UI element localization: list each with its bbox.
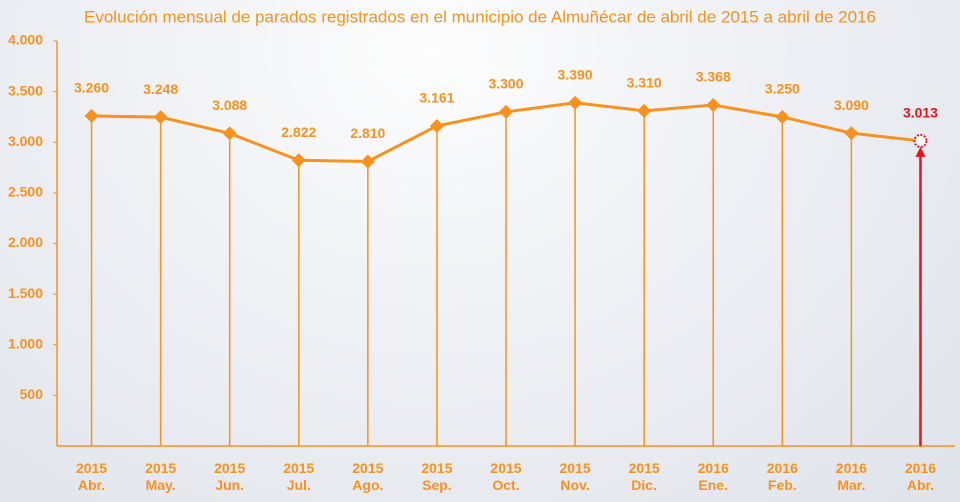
y-tick-label: 3.000 <box>8 133 43 149</box>
x-tick-label: 2016 Feb. <box>766 460 798 493</box>
highlight-marker <box>913 133 928 148</box>
value-label: 3.260 <box>74 80 109 96</box>
x-tick-label: 2015 Sep. <box>421 460 453 493</box>
marker <box>775 109 790 124</box>
marker <box>706 97 721 112</box>
value-label: 3.088 <box>212 97 247 113</box>
arrow-head <box>915 146 926 157</box>
value-label: 3.161 <box>419 90 454 106</box>
marker <box>84 108 99 123</box>
x-tick-label: 2015 May. <box>145 460 177 493</box>
value-label: 3.390 <box>558 66 593 82</box>
value-label: 3.248 <box>143 81 178 97</box>
value-label: 3.300 <box>488 76 523 92</box>
x-tick-label: 2015 Jul. <box>283 460 315 493</box>
y-tick-label: 3.500 <box>8 82 43 98</box>
x-tick-label: 2016 Ene. <box>697 460 729 493</box>
marker <box>844 126 859 141</box>
value-label: 3.090 <box>834 97 869 113</box>
y-tick-label: 500 <box>20 386 44 402</box>
x-tick-label: 2015 Nov. <box>559 460 591 493</box>
marker <box>360 154 375 169</box>
y-tick-label: 1.500 <box>8 285 43 301</box>
marker <box>637 103 652 118</box>
value-label: 2.822 <box>281 124 316 140</box>
x-tick-label: 2015 Oct. <box>490 460 522 493</box>
x-tick-label: 2015 Ago. <box>352 460 384 493</box>
y-tick-label: 2.500 <box>8 184 43 200</box>
marker <box>429 118 444 133</box>
chart-title: Evolución mensual de parados registrados… <box>84 7 876 26</box>
x-tick-label: 2016 Abr. <box>904 460 937 493</box>
x-tick-label: 2016 Mar. <box>835 460 867 493</box>
value-label: 3.013 <box>903 105 938 121</box>
marker <box>153 110 168 125</box>
value-label: 2.810 <box>350 125 385 141</box>
x-tick-label: 2015 Abr. <box>75 460 108 493</box>
marker <box>568 95 583 110</box>
y-tick-label: 1.000 <box>8 335 43 351</box>
x-tick-label: 2015 Jun. <box>214 460 246 493</box>
marker <box>291 153 306 168</box>
value-label: 3.368 <box>696 69 731 85</box>
value-label: 3.310 <box>627 75 662 91</box>
marker <box>499 104 513 119</box>
x-tick-label: 2015 Dic. <box>628 460 660 493</box>
y-tick-label: 4.000 <box>8 32 43 48</box>
value-label: 3.250 <box>765 81 800 97</box>
marker <box>222 126 237 141</box>
y-tick-label: 2.000 <box>8 234 43 250</box>
